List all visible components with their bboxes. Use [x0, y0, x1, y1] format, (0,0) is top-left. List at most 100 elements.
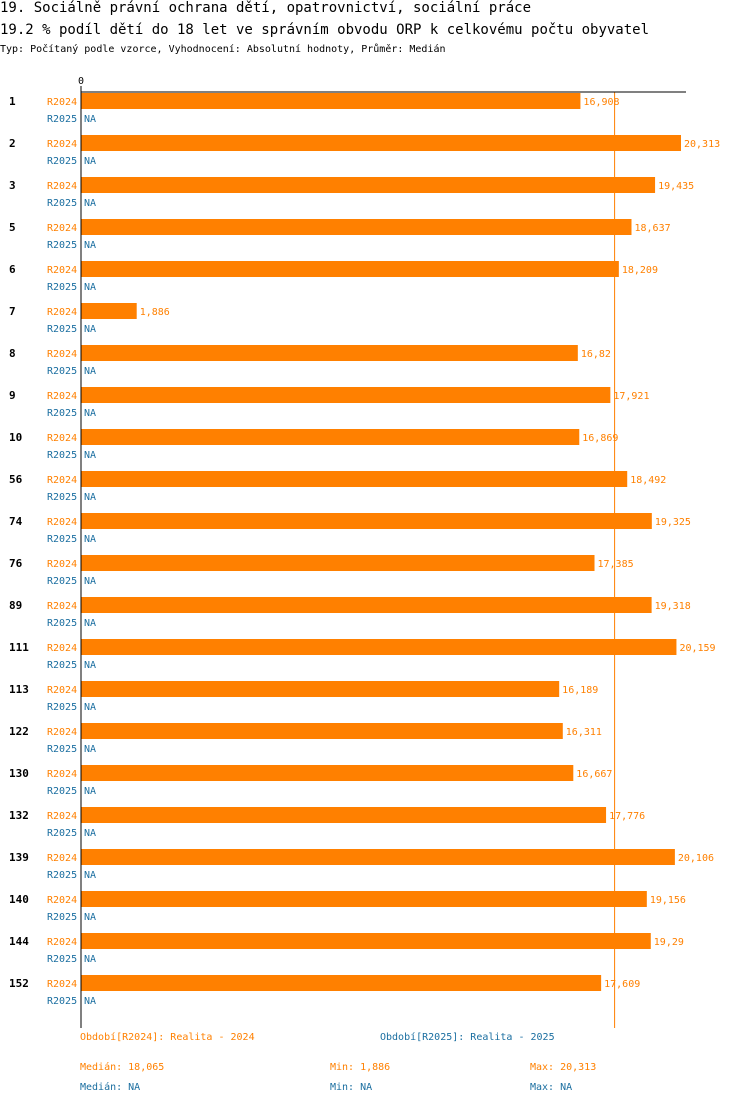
data-label-r2025: NA — [84, 786, 96, 797]
category-label: 56 — [9, 473, 23, 486]
data-label-r2025: NA — [84, 156, 96, 167]
legend-r2025: Období[R2025]: Realita - 2025 — [380, 1032, 555, 1043]
series-label-r2025: R2025 — [47, 240, 77, 251]
category-label: 140 — [9, 893, 29, 906]
series-label-r2025: R2025 — [47, 324, 77, 335]
category-label: 144 — [9, 935, 29, 948]
data-label-r2024: 19,325 — [655, 517, 691, 528]
series-label-r2024: R2024 — [47, 391, 77, 402]
stat-max-r2024: Max: 20,313 — [530, 1062, 597, 1073]
chart-meta: Typ: Počítaný podle vzorce, Vyhodnocení:… — [0, 44, 446, 55]
bar-r2024 — [81, 513, 652, 529]
category-label: 111 — [9, 641, 29, 654]
data-label-r2024: 17,609 — [604, 979, 640, 990]
stat-min-r2024: Min: 1,886 — [330, 1062, 391, 1073]
category-label: 3 — [9, 179, 16, 192]
bar-r2024 — [81, 387, 611, 403]
bar-r2024 — [81, 891, 647, 907]
data-label-r2024: 1,886 — [140, 307, 170, 318]
category-label: 89 — [9, 599, 22, 612]
data-label-r2024: 20,159 — [679, 643, 715, 654]
series-label-r2024: R2024 — [47, 895, 77, 906]
series-label-r2025: R2025 — [47, 492, 77, 503]
stat-min-r2025: Min: NA — [330, 1082, 373, 1093]
data-label-r2024: 19,29 — [654, 937, 684, 948]
bar-r2024 — [81, 933, 651, 949]
series-label-r2025: R2025 — [47, 198, 77, 209]
data-label-r2025: NA — [84, 450, 96, 461]
data-label-r2024: 18,492 — [630, 475, 666, 486]
data-label-r2024: 19,156 — [650, 895, 686, 906]
series-label-r2025: R2025 — [47, 828, 77, 839]
category-label: 132 — [9, 809, 29, 822]
category-label: 74 — [9, 515, 23, 528]
category-label: 7 — [9, 305, 16, 318]
bar-r2024 — [81, 555, 595, 571]
series-label-r2025: R2025 — [47, 576, 77, 587]
data-label-r2024: 18,637 — [634, 223, 670, 234]
category-label: 5 — [9, 221, 16, 234]
bar-r2024 — [81, 597, 652, 613]
data-label-r2025: NA — [84, 408, 96, 419]
series-label-r2024: R2024 — [47, 223, 77, 234]
category-label: 76 — [9, 557, 23, 570]
category-label: 9 — [9, 389, 16, 402]
bar-r2024 — [81, 471, 628, 487]
data-label-r2025: NA — [84, 744, 96, 755]
x-tick-label: 0 — [78, 76, 84, 87]
bar-r2024 — [81, 261, 619, 277]
data-label-r2024: 16,82 — [581, 349, 611, 360]
data-label-r2024: 16,311 — [566, 727, 602, 738]
data-label-r2025: NA — [84, 534, 96, 545]
series-label-r2024: R2024 — [47, 307, 77, 318]
series-label-r2025: R2025 — [47, 870, 77, 881]
data-label-r2024: 16,908 — [583, 97, 619, 108]
category-label: 6 — [9, 263, 16, 276]
bar-r2024 — [81, 93, 581, 109]
series-label-r2025: R2025 — [47, 996, 77, 1007]
series-label-r2025: R2025 — [47, 408, 77, 419]
data-label-r2025: NA — [84, 702, 96, 713]
series-label-r2024: R2024 — [47, 685, 77, 696]
series-label-r2024: R2024 — [47, 853, 77, 864]
legend-r2024: Období[R2024]: Realita - 2024 — [80, 1032, 255, 1043]
series-label-r2024: R2024 — [47, 517, 77, 528]
data-label-r2024: 20,313 — [684, 139, 720, 150]
series-label-r2024: R2024 — [47, 769, 77, 780]
series-label-r2024: R2024 — [47, 643, 77, 654]
bar-r2024 — [81, 429, 580, 445]
series-label-r2025: R2025 — [47, 156, 77, 167]
series-label-r2025: R2025 — [47, 618, 77, 629]
bar-r2024 — [81, 681, 560, 697]
data-label-r2025: NA — [84, 618, 96, 629]
data-label-r2025: NA — [84, 996, 96, 1007]
bar-r2024 — [81, 975, 602, 991]
data-label-r2025: NA — [84, 870, 96, 881]
series-label-r2025: R2025 — [47, 366, 77, 377]
series-label-r2024: R2024 — [47, 811, 77, 822]
data-label-r2025: NA — [84, 576, 96, 587]
data-label-r2024: 16,667 — [576, 769, 612, 780]
data-label-r2024: 17,385 — [598, 559, 634, 570]
category-label: 152 — [9, 977, 29, 990]
data-label-r2025: NA — [84, 114, 96, 125]
series-label-r2024: R2024 — [47, 349, 77, 360]
bar-r2024 — [81, 135, 681, 151]
data-label-r2024: 19,435 — [658, 181, 694, 192]
stat-median-r2025: Medián: NA — [80, 1082, 141, 1093]
series-label-r2025: R2025 — [47, 954, 77, 965]
series-label-r2025: R2025 — [47, 786, 77, 797]
data-label-r2024: 16,189 — [562, 685, 598, 696]
stat-max-r2025: Max: NA — [530, 1082, 573, 1093]
series-label-r2025: R2025 — [47, 534, 77, 545]
data-label-r2024: 17,776 — [609, 811, 645, 822]
data-label-r2025: NA — [84, 954, 96, 965]
series-label-r2024: R2024 — [47, 433, 77, 444]
data-label-r2025: NA — [84, 660, 96, 671]
data-label-r2025: NA — [84, 282, 96, 293]
data-label-r2025: NA — [84, 492, 96, 503]
series-label-r2024: R2024 — [47, 601, 77, 612]
data-label-r2025: NA — [84, 828, 96, 839]
data-label-r2025: NA — [84, 366, 96, 377]
bar-r2024 — [81, 807, 607, 823]
